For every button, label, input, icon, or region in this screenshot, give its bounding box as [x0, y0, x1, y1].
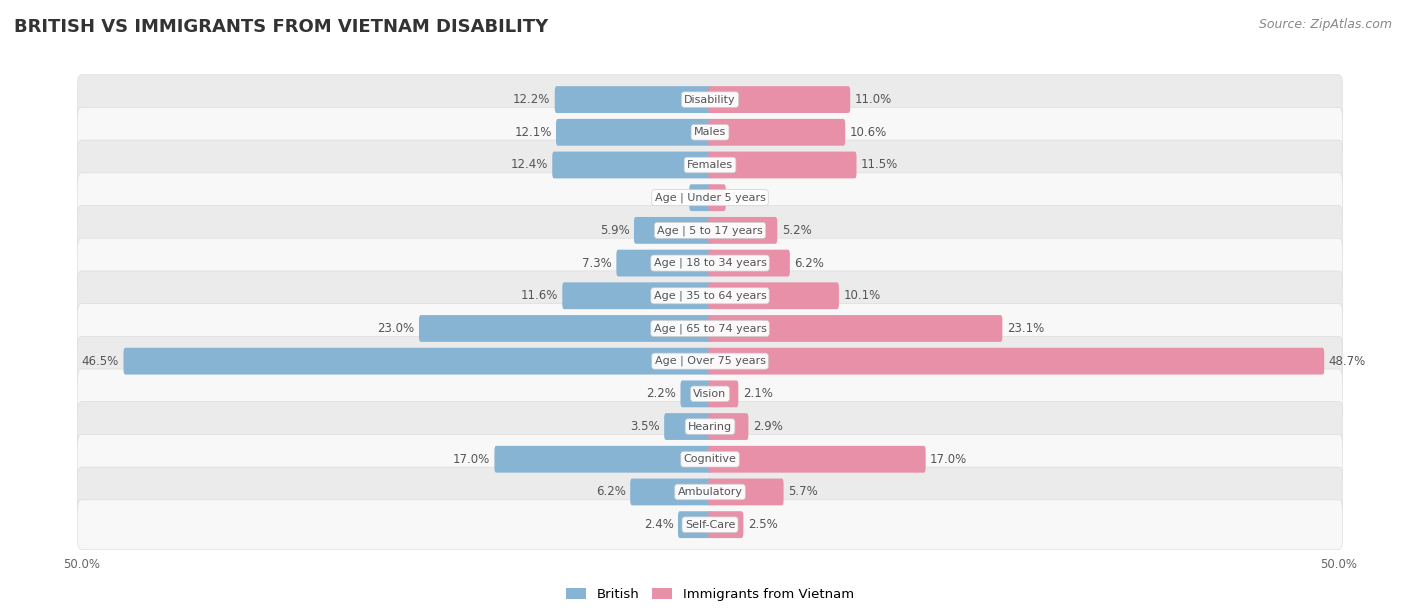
- FancyBboxPatch shape: [709, 381, 738, 407]
- Text: 10.1%: 10.1%: [844, 289, 880, 302]
- Text: 2.2%: 2.2%: [647, 387, 676, 400]
- Text: 2.9%: 2.9%: [752, 420, 783, 433]
- Text: 12.4%: 12.4%: [510, 159, 548, 171]
- Text: Disability: Disability: [685, 95, 735, 105]
- FancyBboxPatch shape: [709, 315, 1002, 342]
- FancyBboxPatch shape: [709, 348, 1324, 375]
- FancyBboxPatch shape: [77, 401, 1343, 452]
- Text: 23.1%: 23.1%: [1007, 322, 1045, 335]
- Text: Age | 18 to 34 years: Age | 18 to 34 years: [654, 258, 766, 268]
- FancyBboxPatch shape: [709, 119, 845, 146]
- FancyBboxPatch shape: [77, 467, 1343, 517]
- Text: 5.7%: 5.7%: [787, 485, 818, 498]
- Text: Cognitive: Cognitive: [683, 454, 737, 465]
- FancyBboxPatch shape: [419, 315, 711, 342]
- Text: 12.1%: 12.1%: [515, 126, 551, 139]
- FancyBboxPatch shape: [616, 250, 711, 277]
- FancyBboxPatch shape: [77, 337, 1343, 386]
- FancyBboxPatch shape: [709, 479, 783, 506]
- Text: BRITISH VS IMMIGRANTS FROM VIETNAM DISABILITY: BRITISH VS IMMIGRANTS FROM VIETNAM DISAB…: [14, 18, 548, 36]
- FancyBboxPatch shape: [77, 238, 1343, 288]
- Text: Age | 65 to 74 years: Age | 65 to 74 years: [654, 323, 766, 334]
- Text: Self-Care: Self-Care: [685, 520, 735, 529]
- FancyBboxPatch shape: [709, 250, 790, 277]
- FancyBboxPatch shape: [709, 446, 925, 472]
- FancyBboxPatch shape: [77, 108, 1343, 157]
- FancyBboxPatch shape: [77, 369, 1343, 419]
- Text: Females: Females: [688, 160, 733, 170]
- FancyBboxPatch shape: [709, 184, 725, 211]
- Legend: British, Immigrants from Vietnam: British, Immigrants from Vietnam: [561, 583, 859, 606]
- FancyBboxPatch shape: [555, 119, 711, 146]
- Text: 6.2%: 6.2%: [596, 485, 626, 498]
- FancyBboxPatch shape: [77, 271, 1343, 321]
- FancyBboxPatch shape: [77, 140, 1343, 190]
- FancyBboxPatch shape: [562, 282, 711, 309]
- FancyBboxPatch shape: [709, 282, 839, 309]
- Text: 17.0%: 17.0%: [453, 453, 491, 466]
- Text: Ambulatory: Ambulatory: [678, 487, 742, 497]
- FancyBboxPatch shape: [709, 217, 778, 244]
- Text: 48.7%: 48.7%: [1329, 355, 1365, 368]
- FancyBboxPatch shape: [664, 413, 711, 440]
- FancyBboxPatch shape: [630, 479, 711, 506]
- FancyBboxPatch shape: [124, 348, 711, 375]
- FancyBboxPatch shape: [709, 413, 748, 440]
- Text: 5.9%: 5.9%: [600, 224, 630, 237]
- FancyBboxPatch shape: [77, 304, 1343, 353]
- FancyBboxPatch shape: [77, 173, 1343, 223]
- Text: 10.6%: 10.6%: [849, 126, 887, 139]
- Text: 3.5%: 3.5%: [630, 420, 659, 433]
- FancyBboxPatch shape: [553, 152, 711, 178]
- FancyBboxPatch shape: [709, 152, 856, 178]
- Text: 11.5%: 11.5%: [860, 159, 898, 171]
- FancyBboxPatch shape: [77, 75, 1343, 124]
- Text: 1.1%: 1.1%: [730, 191, 761, 204]
- Text: 23.0%: 23.0%: [377, 322, 415, 335]
- Text: 2.1%: 2.1%: [742, 387, 772, 400]
- Text: Source: ZipAtlas.com: Source: ZipAtlas.com: [1258, 18, 1392, 31]
- Text: 11.6%: 11.6%: [520, 289, 558, 302]
- FancyBboxPatch shape: [634, 217, 711, 244]
- Text: 5.2%: 5.2%: [782, 224, 811, 237]
- Text: 11.0%: 11.0%: [855, 93, 891, 106]
- Text: 12.2%: 12.2%: [513, 93, 550, 106]
- Text: 6.2%: 6.2%: [794, 256, 824, 269]
- FancyBboxPatch shape: [555, 86, 711, 113]
- Text: 17.0%: 17.0%: [929, 453, 967, 466]
- FancyBboxPatch shape: [495, 446, 711, 472]
- Text: Vision: Vision: [693, 389, 727, 399]
- Text: 46.5%: 46.5%: [82, 355, 120, 368]
- FancyBboxPatch shape: [77, 435, 1343, 484]
- Text: Age | 35 to 64 years: Age | 35 to 64 years: [654, 291, 766, 301]
- Text: Hearing: Hearing: [688, 422, 733, 431]
- FancyBboxPatch shape: [681, 381, 711, 407]
- FancyBboxPatch shape: [709, 511, 744, 538]
- FancyBboxPatch shape: [709, 86, 851, 113]
- FancyBboxPatch shape: [77, 500, 1343, 550]
- Text: 7.3%: 7.3%: [582, 256, 612, 269]
- Text: 1.5%: 1.5%: [655, 191, 685, 204]
- Text: 2.5%: 2.5%: [748, 518, 778, 531]
- FancyBboxPatch shape: [689, 184, 711, 211]
- FancyBboxPatch shape: [678, 511, 711, 538]
- FancyBboxPatch shape: [77, 206, 1343, 255]
- Text: Age | Over 75 years: Age | Over 75 years: [655, 356, 765, 367]
- Text: Age | 5 to 17 years: Age | 5 to 17 years: [657, 225, 763, 236]
- Text: Age | Under 5 years: Age | Under 5 years: [655, 192, 765, 203]
- Text: Males: Males: [695, 127, 725, 137]
- Text: 2.4%: 2.4%: [644, 518, 673, 531]
